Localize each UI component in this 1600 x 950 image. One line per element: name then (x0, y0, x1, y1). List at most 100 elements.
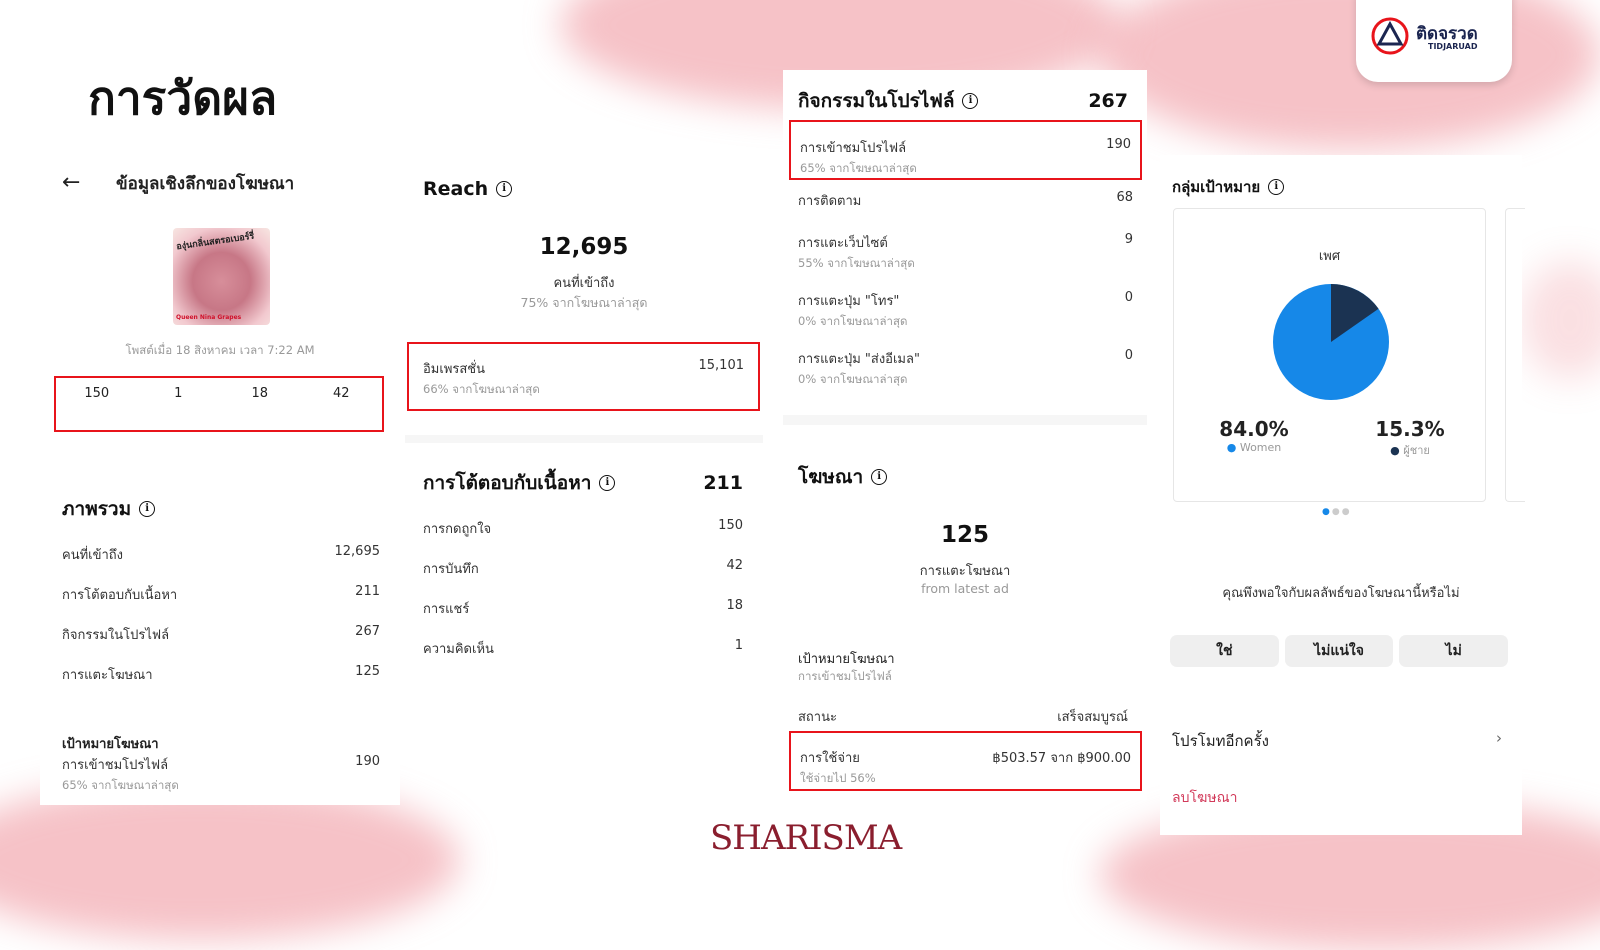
gender-card[interactable]: เพศ 84.0% ● Women 15.3% ● ผู้ชาย (1173, 208, 1486, 502)
stat-item: 1 (138, 378, 220, 430)
status-label: สถานะ (798, 710, 837, 725)
info-icon[interactable]: i (496, 181, 513, 197)
row-value: 150 (718, 518, 743, 533)
row-label: การแตะโฆษณา (62, 668, 153, 683)
ad-title: โฆษณา (798, 466, 864, 488)
goal-title: เป้าหมายโฆษณา (62, 737, 159, 752)
row-value: 9 (1124, 232, 1133, 247)
info-icon[interactable]: i (871, 469, 888, 485)
logo-subtext: TIDJARUAD (1428, 42, 1478, 51)
row-label: การติดตาม (798, 194, 862, 209)
info-icon[interactable]: i (139, 501, 156, 517)
delete-ad-button[interactable]: ลบโฆษณา (1172, 790, 1238, 806)
row-value: 125 (355, 664, 380, 679)
info-icon[interactable]: i (599, 475, 616, 491)
spend-sub: ใช้จ่ายไป 56% (800, 771, 876, 785)
list-item: การแตะโฆษณา 125 (62, 664, 380, 704)
row-value: 12,695 (334, 544, 381, 559)
thumbnail-caption: Queen Nina Grapes (176, 314, 242, 321)
row-value: 42 (726, 558, 743, 573)
profile-panel: กิจกรรมในโปรไฟล์ i 267 การเข้าชมโปรไฟล์ 190… (783, 70, 1147, 800)
row-label: ความคิดเห็น (423, 642, 494, 657)
audience-title: กลุ่มเป้าหมาย (1172, 178, 1261, 196)
list-item: ความคิดเห็น 1 (423, 638, 743, 678)
ad-thumbnail[interactable]: องุ่นกลิ่นสตรอเบอร์รี่ Queen Nina Grapes (173, 228, 270, 325)
feedback-option-button[interactable]: ไม่ (1399, 635, 1509, 667)
stat-value: 42 (332, 386, 350, 401)
list-item: กิจกรรมในโปรไฟล์ 267 (62, 624, 380, 664)
row-value: 1 (734, 638, 743, 653)
back-arrow-icon[interactable]: ← (62, 170, 81, 195)
brand-logo: SHARISMA (710, 818, 902, 858)
reach-title: Reach (423, 178, 489, 200)
row-value: 68 (1116, 190, 1133, 205)
profile-total: 267 (1088, 90, 1128, 112)
thumbnail-text: องุ่นกลิ่นสตรอเบอร์รี่ (175, 231, 255, 253)
stat-item: 18 (219, 378, 301, 430)
bg-splash (1100, 0, 1600, 150)
bg-splash (1520, 260, 1600, 380)
reach-sub: 75% จากโฆษณาล่าสุด (520, 295, 648, 310)
promote-label: โปรโมทอีกครั้ง (1172, 732, 1269, 750)
impressions-label: อิมเพรสชั่น (423, 362, 486, 377)
impressions-row: อิมเพรสชั่น 15,101 66% จากโฆษณาล่าสุด (407, 342, 760, 411)
goal-value: 190 (355, 754, 380, 769)
stat-value: 18 (251, 386, 269, 401)
ad-goal-sub: การเข้าชมโปรไฟล์ (798, 669, 892, 683)
info-icon[interactable]: i (962, 93, 979, 109)
promote-again-button[interactable]: โปรโมทอีกครั้ง › (1172, 729, 1502, 753)
profile-row: การติดตาม 68 (789, 180, 1142, 222)
rocket-logo-icon (1371, 17, 1409, 55)
profile-row: การเข้าชมโปรไฟล์ 190 65% จากโฆษณาล่าสุด (789, 120, 1142, 180)
row-sub: 0% จากโฆษณาล่าสุด (798, 314, 908, 328)
divider (783, 415, 1147, 425)
post-stats: 150 1 18 42 (54, 376, 384, 432)
row-value: 267 (355, 624, 380, 639)
stat-value: 1 (174, 386, 183, 401)
men-label: ผู้ชาย (1403, 444, 1430, 457)
stat-value: 150 (84, 386, 110, 401)
feedback-option-button[interactable]: ไม่แน่ใจ (1284, 635, 1394, 667)
carousel-dots[interactable]: ●●● (1322, 507, 1352, 517)
insights-header: ข้อมูลเชิงลึกของโฆษณา (116, 174, 295, 194)
insights-panel: ← ข้อมูลเชิงลึกของโฆษณา องุ่นกลิ่นสตรอเบ… (40, 150, 400, 805)
feedback-option-button[interactable]: ใช่ (1170, 635, 1279, 667)
row-label: กิจกรรมในโปรไฟล์ (62, 628, 170, 643)
row-value: 0 (1124, 348, 1133, 363)
row-label: การแตะเว็บไซต์ (798, 236, 888, 251)
row-sub: 0% จากโฆษณาล่าสุด (798, 372, 908, 386)
next-card-peek[interactable] (1505, 208, 1525, 502)
list-item: การกดถูกใจ 150 (423, 518, 743, 558)
list-item: การบันทึก 42 (423, 558, 743, 598)
feedback-question: คุณพึงพอใจกับผลลัพธ์ของโฆษณานี้หรือไม่ (1222, 586, 1460, 601)
stat-item: 42 (301, 378, 383, 430)
impressions-value: 15,101 (698, 358, 745, 373)
ad-taps-label: การแตะโฆษณา (919, 564, 1011, 579)
overview-title: ภาพรวม (62, 498, 132, 520)
gender-pie-chart (1273, 284, 1389, 400)
engagement-title: การโต้ตอบกับเนื้อหา (423, 472, 592, 494)
row-sub: 55% จากโฆษณาล่าสุด (798, 256, 915, 270)
row-value: 0 (1124, 290, 1133, 305)
stat-item: 150 (56, 378, 138, 430)
info-icon[interactable]: i (1268, 179, 1285, 195)
profile-title: กิจกรรมในโปรไฟล์ (798, 90, 955, 112)
profile-row: การแตะปุ่ม "โทร" 0 0% จากโฆษณาล่าสุด (789, 280, 1142, 338)
row-label: การแชร์ (423, 602, 470, 617)
spend-row: การใช้จ่าย ฿503.57 จาก ฿900.00 ใช้จ่ายไป … (789, 731, 1142, 791)
row-label: การกดถูกใจ (423, 522, 492, 537)
list-item: คนที่เข้าถึง 12,695 (62, 544, 380, 584)
logo-text: ติดจรวด (1416, 24, 1478, 44)
goal-sub: 65% จากโฆษณาล่าสุด (62, 778, 179, 792)
ad-goal-title: เป้าหมายโฆษณา (798, 652, 895, 667)
reach-value: 12,695 (539, 234, 629, 260)
list-item: การโต้ตอบกับเนื้อหา 211 (62, 584, 380, 624)
profile-row: การแตะปุ่ม "ส่งอีเมล" 0 0% จากโฆษณาล่าสุด (789, 338, 1142, 396)
women-label: Women (1239, 441, 1282, 454)
ad-taps-sub: from latest ad (921, 581, 1009, 596)
goal-label: การเข้าชมโปรไฟล์ (62, 758, 169, 773)
row-label: การบันทึก (423, 562, 479, 577)
ad-taps-value: 125 (940, 522, 989, 548)
women-legend-dot: ● (1226, 441, 1237, 454)
row-label: การโต้ตอบกับเนื้อหา (62, 588, 178, 603)
